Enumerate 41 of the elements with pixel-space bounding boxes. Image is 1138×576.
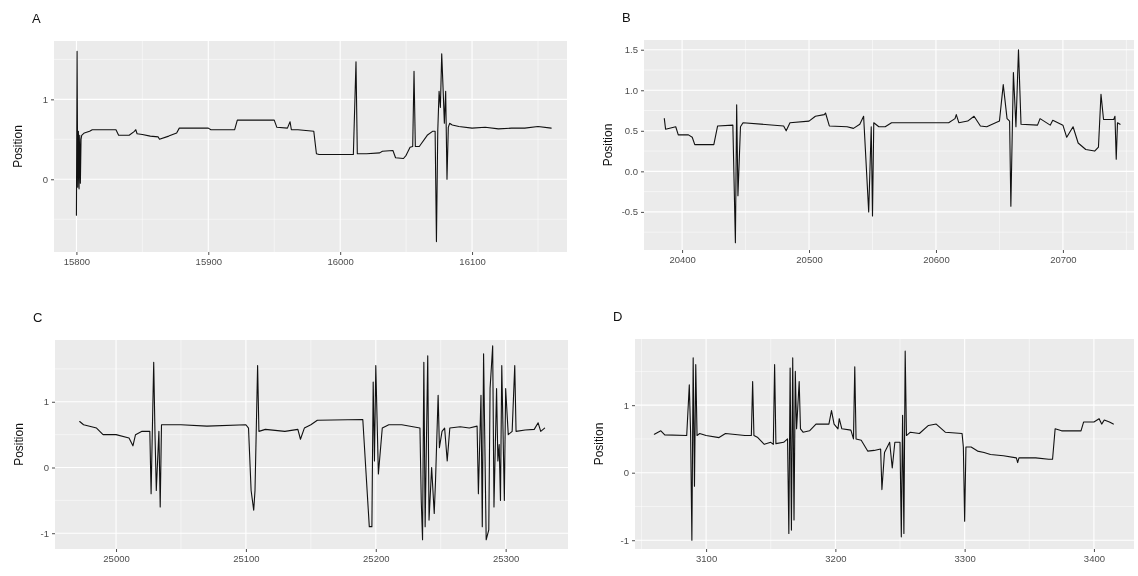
x-tick-label: 25100 bbox=[233, 552, 260, 564]
x-tick-label: 20700 bbox=[1050, 253, 1077, 265]
x-tick-label: 3300 bbox=[954, 552, 976, 564]
y-tick-label: 0 bbox=[43, 462, 49, 474]
y-axis-title: Position bbox=[592, 422, 606, 466]
x-tick-label: 25000 bbox=[103, 552, 130, 564]
y-axis-title: Position bbox=[12, 423, 26, 466]
chart-title: C bbox=[33, 310, 43, 325]
x-tick-label: 25300 bbox=[492, 552, 520, 564]
x-tick-label: 15900 bbox=[195, 255, 223, 267]
y-tick-label: 1 bbox=[43, 396, 49, 408]
y-axis-title: Position bbox=[601, 123, 615, 167]
y-tick-label: -1 bbox=[40, 527, 49, 539]
x-tick-label: 15800 bbox=[63, 255, 91, 267]
line-series bbox=[663, 49, 1121, 244]
y-tick-label: 0 bbox=[42, 173, 48, 185]
line-series bbox=[79, 345, 546, 541]
y-tick-label: 0.5 bbox=[624, 125, 638, 137]
line-series bbox=[653, 350, 1114, 541]
y-tick-label: 1.0 bbox=[624, 84, 638, 96]
y-tick-label: -0.5 bbox=[621, 206, 638, 218]
chart-title: B bbox=[622, 10, 631, 25]
x-tick-label: 16100 bbox=[459, 255, 486, 267]
x-tick-label: 3100 bbox=[696, 552, 718, 564]
y-tick-label: 1 bbox=[42, 93, 48, 105]
y-tick-label: 1.5 bbox=[624, 44, 638, 56]
chart-title: A bbox=[32, 11, 41, 26]
x-tick-label: 16000 bbox=[327, 255, 354, 267]
x-tick-label: 25200 bbox=[363, 552, 390, 564]
x-tick-label: 20400 bbox=[669, 253, 696, 265]
x-tick-label: 20600 bbox=[923, 253, 950, 265]
x-tick-label: 3400 bbox=[1083, 552, 1105, 564]
y-axis-title: Position bbox=[11, 125, 25, 168]
line-series bbox=[75, 50, 552, 243]
x-tick-label: 20500 bbox=[796, 253, 823, 265]
y-tick-label: 0.0 bbox=[624, 165, 638, 177]
chart-title: D bbox=[613, 309, 623, 324]
y-tick-label: 0 bbox=[623, 467, 629, 479]
y-tick-label: 1 bbox=[623, 399, 629, 411]
y-tick-label: -1 bbox=[620, 534, 629, 546]
x-tick-label: 3200 bbox=[825, 552, 847, 564]
